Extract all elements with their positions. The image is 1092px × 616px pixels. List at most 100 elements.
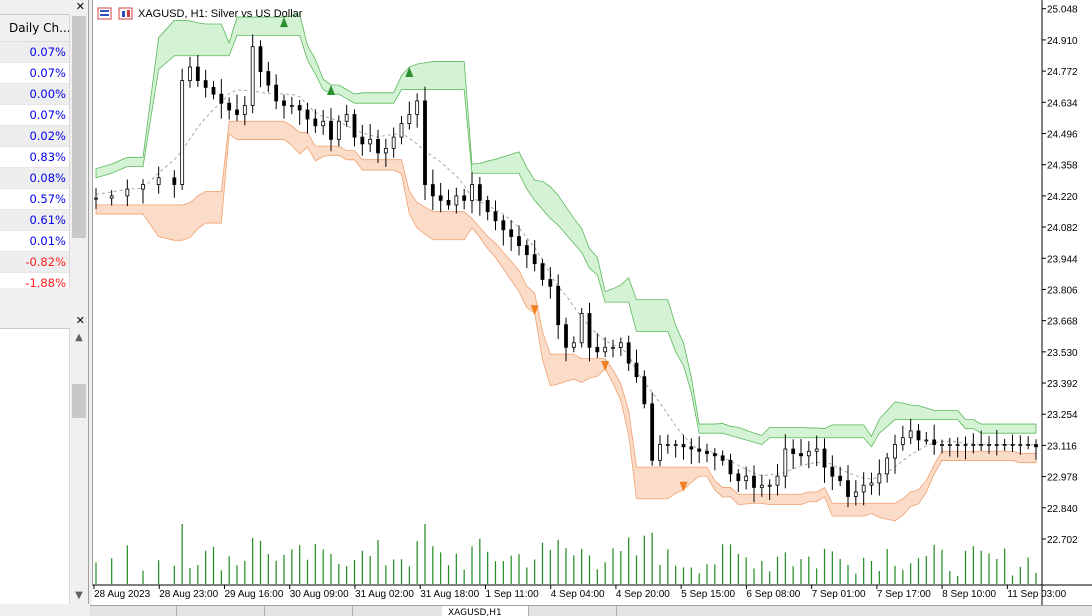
candle-body — [415, 100, 420, 115]
chevron-down-icon[interactable]: ▼ — [75, 590, 83, 601]
price-tick-label: 23.116 — [1047, 441, 1077, 452]
price-tick-label: 24.082 — [1047, 223, 1078, 234]
candle-body — [329, 120, 333, 140]
candle-body — [987, 444, 991, 446]
candle-body — [289, 105, 294, 107]
candle-body — [141, 184, 145, 190]
market-watch-scrollbar[interactable] — [69, 14, 88, 288]
time-tick-label: 7 Sep 01:00 — [812, 589, 866, 600]
market-watch-row[interactable]: -0.82% — [0, 252, 69, 273]
close-icon[interactable]: ✕ — [75, 314, 85, 327]
candle-body — [485, 199, 490, 213]
price-tick-label: 22.978 — [1047, 473, 1078, 484]
chart-tab[interactable] — [530, 606, 617, 616]
candle-body — [501, 220, 506, 231]
candle-body — [587, 313, 592, 348]
sell-arrow-icon — [530, 305, 539, 316]
market-watch-row[interactable]: 0.83% — [0, 147, 69, 168]
candle-body — [109, 195, 114, 199]
candle-body — [830, 466, 835, 477]
candle-body — [352, 114, 357, 138]
market-watch-row[interactable]: 0.02% — [0, 126, 69, 147]
candle-body — [383, 148, 388, 154]
candle-body — [571, 342, 576, 348]
upper-band — [95, 13, 1037, 448]
candle-body — [172, 177, 177, 185]
market-watch-row[interactable]: 0.61% — [0, 210, 69, 231]
candle-body — [799, 453, 803, 457]
candle-body — [125, 188, 130, 197]
chart-title-text: XAGUSD, H1: Silver vs US Dollar — [138, 8, 303, 20]
candle-body — [658, 444, 662, 461]
candle-body — [368, 138, 373, 145]
candle-body — [235, 109, 239, 115]
candle-body — [313, 118, 318, 127]
candle-body — [916, 430, 921, 441]
price-tick-label: 22.840 — [1047, 504, 1078, 515]
candle-body — [736, 473, 741, 482]
candle-body — [618, 342, 623, 348]
navigator-scrollbar[interactable]: ▲ ▼ — [69, 328, 88, 604]
candle-body — [438, 195, 443, 201]
candle-body — [430, 184, 435, 197]
candle-body — [282, 100, 286, 106]
candle-body — [297, 105, 302, 111]
market-watch-panel: ✕ Daily Ch... 0.07% 0.07% 0.00% 0.07% 0.02% 0… — [0, 0, 89, 288]
candle-body — [595, 346, 600, 353]
market-watch-row[interactable]: 0.07% — [0, 105, 69, 126]
price-tick-label: 23.392 — [1047, 379, 1078, 390]
market-watch-row[interactable]: 0.07% — [0, 63, 69, 84]
chart-tab[interactable] — [90, 606, 177, 616]
candle-body — [446, 199, 451, 206]
price-chart[interactable]: 25.048 24.910 24.772 24.634 24.496 24.358 24.2… — [92, 0, 1092, 605]
candle-body — [642, 376, 647, 405]
candle-body — [908, 430, 913, 439]
navigator-panel: ✕ ▲ ▼ — [0, 314, 89, 604]
candle-body — [806, 450, 811, 457]
buy-arrow-icon — [280, 17, 288, 28]
column-header-daily-change[interactable]: Daily Ch... — [0, 15, 71, 42]
time-tick-label: 5 Sep 15:00 — [681, 589, 735, 600]
candle-body — [195, 66, 200, 81]
market-watch-row[interactable]: -1.88% — [0, 273, 69, 288]
close-icon[interactable]: ✕ — [75, 0, 85, 13]
candle-body — [814, 448, 819, 452]
candle-body — [376, 138, 380, 154]
time-tick-label: 7 Sep 17:00 — [877, 589, 931, 600]
chart-tab[interactable] — [178, 606, 265, 616]
tab-xagusd-h1[interactable]: XAGUSD,H1 — [442, 606, 529, 616]
candle-body — [493, 211, 498, 222]
chart-tab[interactable] — [266, 606, 353, 616]
price-tick-label: 24.358 — [1047, 161, 1078, 172]
price-tick-label: 25.048 — [1047, 5, 1078, 16]
market-watch-row[interactable]: 0.00% — [0, 84, 69, 105]
scrollbar-thumb[interactable] — [72, 384, 86, 418]
scrollbar-thumb[interactable] — [72, 16, 86, 238]
candle-body — [720, 455, 725, 461]
symbol-list-icon[interactable] — [97, 7, 112, 20]
market-watch-row[interactable]: 0.07% — [0, 42, 69, 63]
market-watch-row[interactable]: 0.01% — [0, 231, 69, 252]
candle-body — [274, 84, 279, 102]
market-watch-row[interactable]: 0.57% — [0, 189, 69, 210]
candle-body — [994, 444, 999, 446]
lower-band — [95, 120, 1037, 522]
chart-title: XAGUSD, H1: Silver vs US Dollar — [97, 7, 303, 20]
price-tick-label: 23.668 — [1047, 317, 1078, 328]
candle-body — [227, 102, 232, 111]
candle-body — [532, 254, 537, 265]
time-tick-label: 28 Aug 2023 — [94, 589, 151, 600]
market-watch-row[interactable]: 0.08% — [0, 168, 69, 189]
candle-body — [423, 100, 427, 185]
buy-arrow-icon — [327, 84, 335, 95]
chevron-up-icon[interactable]: ▲ — [75, 332, 83, 343]
candle-body — [728, 459, 733, 475]
panel-splitter[interactable] — [0, 288, 89, 314]
chart-canvas[interactable]: 25.048 24.910 24.772 24.634 24.496 24.358 24.2… — [92, 0, 1092, 605]
candle-body — [1018, 444, 1023, 446]
candle-body — [689, 446, 694, 450]
price-tick-label: 24.634 — [1047, 98, 1078, 109]
candle-body — [697, 448, 702, 452]
chart-properties-icon[interactable] — [118, 7, 133, 20]
candle-body — [180, 80, 185, 185]
